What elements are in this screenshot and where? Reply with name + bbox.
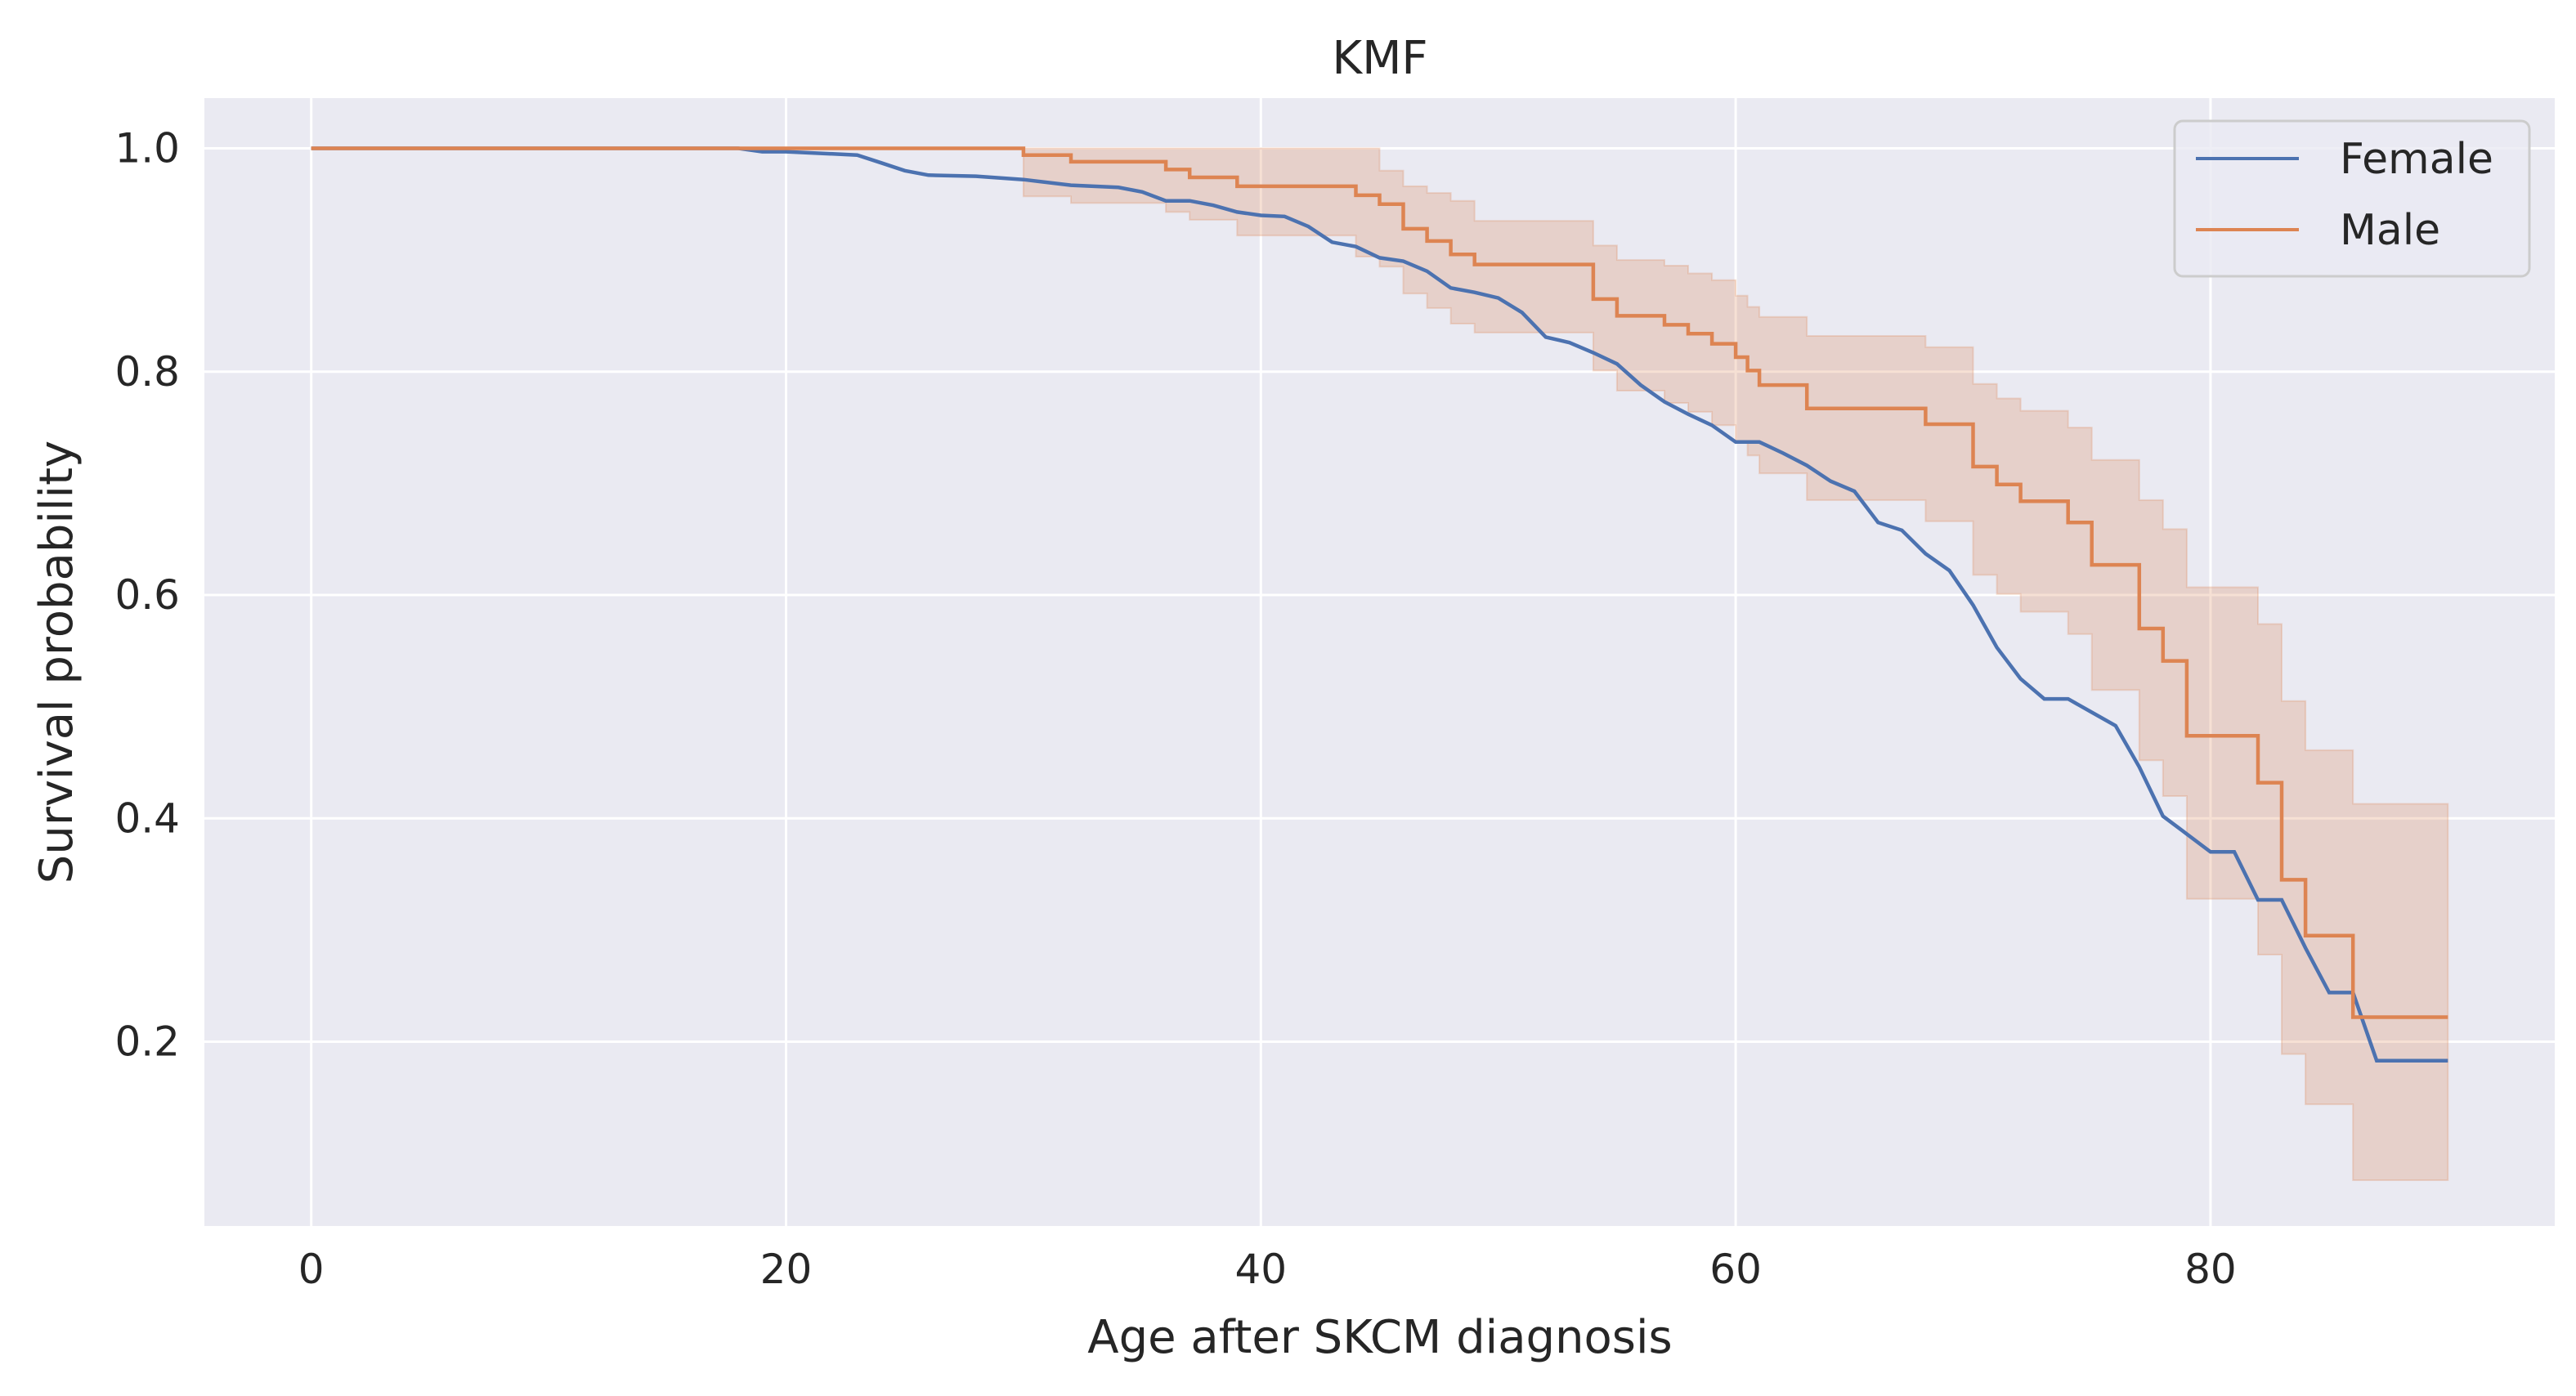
y-tick-label: 0.4 [114,794,180,842]
series-line-female [311,146,2448,1063]
y-tick-label: 0.2 [114,1018,180,1066]
x-tick-label: 60 [1709,1246,1762,1293]
confidence-bands [311,147,2449,1181]
male-confidence-band [311,147,2449,1181]
series-line-male [311,146,2448,1019]
y-tick-label: 0.6 [114,571,180,619]
x-axis-title: Age after SKCM diagnosis [1087,1311,1672,1364]
legend-label-male: Male [2340,206,2440,255]
chart-title: KMF [1332,32,1427,85]
y-axis-title: Survival probability [30,441,83,884]
y-tick-label: 1.0 [114,124,180,172]
x-tick-label: 80 [2184,1246,2237,1293]
legend: Female Male [2173,119,2531,278]
legend-label-female: Female [2340,135,2493,184]
y-tick-label: 0.8 [114,348,180,396]
x-tick-label: 0 [298,1246,325,1293]
x-tick-label: 20 [760,1246,813,1293]
tick-labels: 0 20 40 60 80 0.2 0.4 0.6 0.8 1.0 [114,124,2236,1293]
x-tick-label: 40 [1234,1246,1287,1293]
series-lines [311,146,2448,1063]
